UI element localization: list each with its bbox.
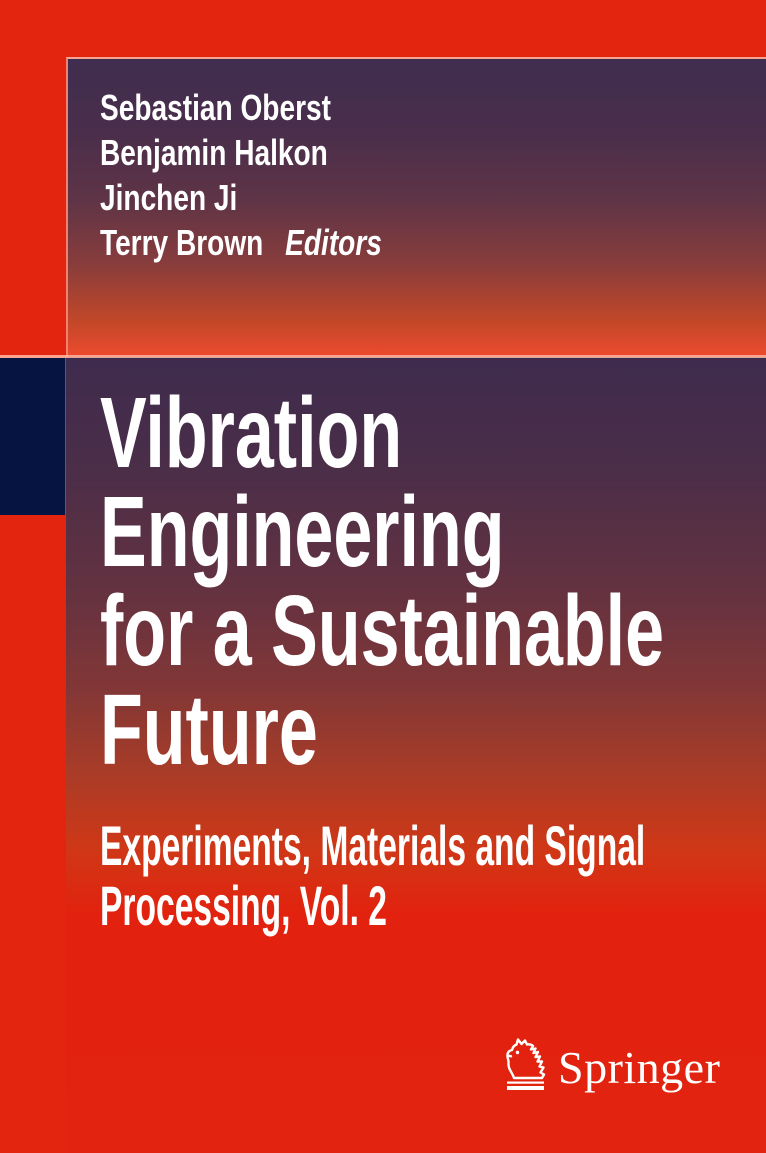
editors-label: Editors	[285, 222, 382, 263]
title-line: Vibration	[100, 377, 403, 489]
subtitle-line: Processing, Vol. 2	[100, 874, 387, 937]
springer-horse-icon	[506, 1038, 546, 1090]
author-name: Jinchen Ji	[100, 177, 238, 218]
title-line: for a Sustainable	[100, 575, 665, 687]
band-separator-line	[0, 355, 766, 358]
title-line: Engineering	[100, 476, 505, 588]
authors-block: Sebastian Oberst Benjamin Halkon Jinchen…	[100, 85, 382, 265]
title-line: Future	[100, 674, 318, 786]
publisher-wordmark: Springer	[558, 1042, 721, 1093]
book-title: Vibration Engineering for a Sustainable …	[100, 377, 665, 786]
author-editors-line: Terry Brown Editors	[100, 220, 382, 265]
navy-accent-block	[0, 358, 65, 515]
author-name: Sebastian Oberst	[100, 87, 331, 128]
author-name: Benjamin Halkon	[100, 132, 328, 173]
authors-gradient-band	[68, 59, 766, 355]
book-subtitle: Experiments, Materials and Signal Proces…	[100, 816, 645, 936]
title-gradient-band	[66, 357, 766, 1153]
author-name: Terry Brown	[100, 222, 264, 263]
subtitle-line: Experiments, Materials and Signal	[100, 814, 646, 877]
publisher-logo: Springer	[504, 1036, 720, 1091]
gradient-panel	[66, 57, 766, 1153]
